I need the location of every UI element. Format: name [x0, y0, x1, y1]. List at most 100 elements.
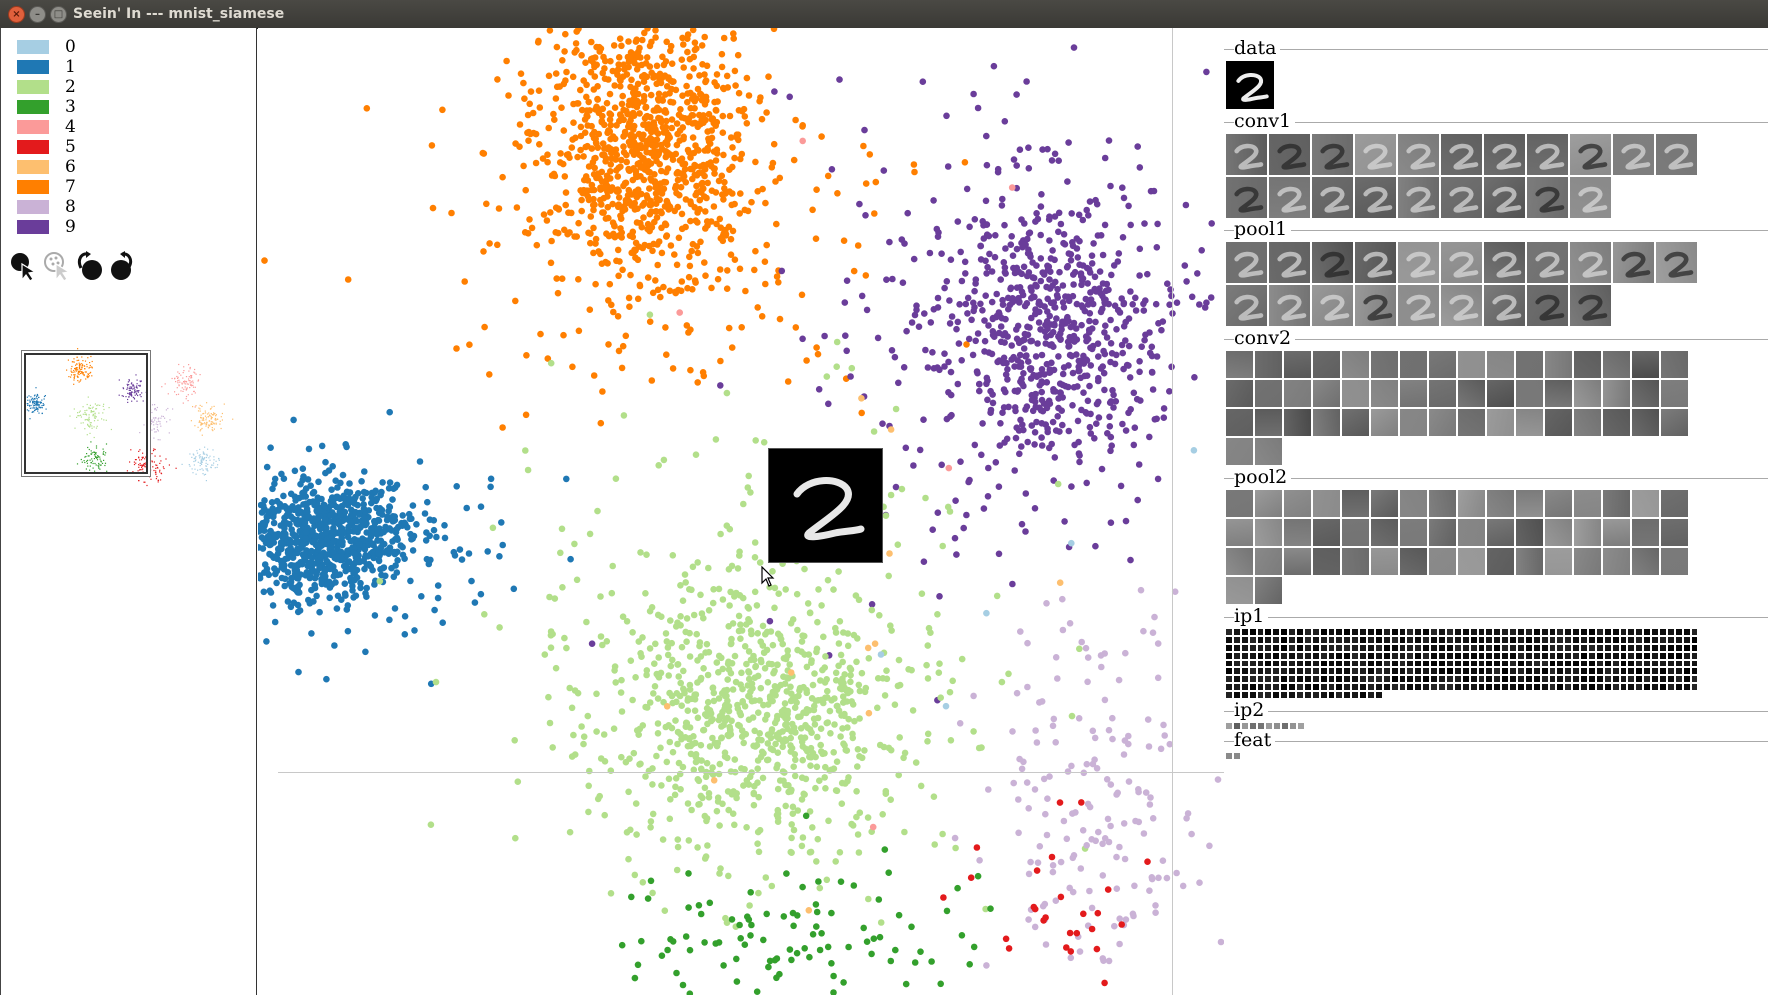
activation-tile[interactable] [1453, 667, 1462, 676]
activation-tile[interactable] [1587, 651, 1596, 660]
lasso-add-icon[interactable] [75, 250, 105, 282]
activation-tile[interactable] [1619, 659, 1628, 668]
activation-tile[interactable] [1341, 408, 1370, 437]
activation-tile[interactable] [1619, 651, 1628, 660]
layer-tiles-ip2[interactable] [1225, 722, 1305, 730]
activation-tile[interactable] [1335, 651, 1344, 660]
activation-tile[interactable] [1327, 659, 1336, 668]
activation-tile[interactable] [1573, 489, 1602, 518]
activation-tile[interactable] [1367, 643, 1375, 652]
activation-tile[interactable] [1611, 635, 1620, 644]
activation-tile[interactable] [1580, 628, 1588, 636]
select-pointer-disabled-icon[interactable] [43, 250, 73, 282]
activation-tile[interactable] [1602, 379, 1631, 408]
activation-tile[interactable] [1254, 547, 1283, 576]
activation-tile[interactable] [1690, 651, 1699, 660]
activation-tile[interactable] [1240, 683, 1249, 692]
activation-tile[interactable] [1272, 675, 1281, 684]
activation-tile[interactable] [1627, 667, 1636, 676]
activation-tile[interactable] [1399, 547, 1428, 576]
activation-tile[interactable] [1532, 628, 1541, 636]
activation-tile[interactable] [1602, 350, 1631, 379]
layer-tiles-feat[interactable] [1225, 752, 1241, 760]
activation-tile[interactable] [1595, 683, 1604, 692]
activation-tile[interactable] [1273, 722, 1281, 730]
activation-tile[interactable] [1569, 241, 1612, 284]
activation-tile[interactable] [1469, 659, 1478, 668]
activation-tile[interactable] [1283, 547, 1312, 576]
activation-tile[interactable] [1319, 635, 1328, 644]
activation-tile[interactable] [1311, 675, 1320, 684]
activation-tile[interactable] [1341, 489, 1370, 518]
activation-tile[interactable] [1319, 675, 1328, 684]
activation-tile[interactable] [1627, 635, 1636, 644]
activation-tile[interactable] [1524, 651, 1533, 660]
activation-tile[interactable] [1283, 518, 1312, 547]
activation-tile[interactable] [1351, 683, 1360, 692]
activation-tile[interactable] [1272, 643, 1281, 652]
activation-tile[interactable] [1232, 691, 1241, 700]
activation-tile[interactable] [1524, 675, 1533, 684]
activation-tile[interactable] [1225, 489, 1254, 518]
activation-tile[interactable] [1469, 628, 1478, 636]
activation-tile[interactable] [1272, 691, 1281, 700]
activation-tile[interactable] [1674, 683, 1683, 692]
activation-tile[interactable] [1556, 643, 1565, 652]
activation-tile[interactable] [1422, 628, 1431, 636]
activation-tile[interactable] [1225, 691, 1233, 700]
activation-tile[interactable] [1548, 635, 1557, 644]
activation-tile[interactable] [1445, 635, 1454, 644]
activation-tile[interactable] [1254, 379, 1283, 408]
activation-tile[interactable] [1311, 241, 1354, 284]
activation-tile[interactable] [1311, 683, 1320, 692]
activation-tile[interactable] [1225, 437, 1254, 466]
activation-tile[interactable] [1296, 659, 1304, 668]
activation-tile[interactable] [1540, 651, 1549, 660]
activation-tile[interactable] [1674, 675, 1683, 684]
activation-tile[interactable] [1690, 683, 1699, 692]
activation-tile[interactable] [1643, 683, 1652, 692]
activation-tile[interactable] [1515, 518, 1544, 547]
layer-tiles-ip1[interactable] [1225, 628, 1699, 700]
activation-tile[interactable] [1225, 675, 1233, 684]
activation-tile[interactable] [1438, 675, 1446, 684]
activation-tile[interactable] [1635, 683, 1644, 692]
activation-tile[interactable] [1370, 518, 1399, 547]
activation-tile[interactable] [1370, 408, 1399, 437]
activation-tile[interactable] [1580, 651, 1588, 660]
activation-tile[interactable] [1453, 643, 1462, 652]
activation-tile[interactable] [1351, 659, 1360, 668]
activation-tile[interactable] [1627, 683, 1636, 692]
activation-tile[interactable] [1540, 628, 1549, 636]
activation-tile[interactable] [1341, 547, 1370, 576]
activation-tile[interactable] [1666, 659, 1675, 668]
activation-tile[interactable] [1666, 675, 1675, 684]
activation-tile[interactable] [1280, 643, 1289, 652]
activation-tile[interactable] [1569, 284, 1612, 327]
activation-tile[interactable] [1477, 628, 1486, 636]
activation-tile[interactable] [1587, 675, 1596, 684]
layer-tiles-pool1[interactable] [1225, 241, 1698, 327]
activation-tile[interactable] [1280, 628, 1289, 636]
activation-tile[interactable] [1327, 691, 1336, 700]
activation-tile[interactable] [1587, 667, 1596, 676]
activation-tile[interactable] [1343, 628, 1352, 636]
activation-tile[interactable] [1399, 518, 1428, 547]
activation-tile[interactable] [1515, 547, 1544, 576]
activation-tile[interactable] [1501, 675, 1510, 684]
activation-tile[interactable] [1296, 683, 1304, 692]
activation-tile[interactable] [1374, 667, 1383, 676]
activation-tile[interactable] [1509, 628, 1517, 636]
activation-tile[interactable] [1311, 628, 1320, 636]
activation-tile[interactable] [1483, 241, 1526, 284]
activation-tile[interactable] [1422, 651, 1431, 660]
activation-tile[interactable] [1280, 651, 1289, 660]
activation-tile[interactable] [1303, 683, 1312, 692]
activation-tile[interactable] [1445, 628, 1454, 636]
activation-tile[interactable] [1603, 635, 1612, 644]
activation-tile[interactable] [1351, 635, 1360, 644]
activation-tile[interactable] [1595, 675, 1604, 684]
activation-tile[interactable] [1288, 659, 1297, 668]
activation-tile[interactable] [1493, 667, 1502, 676]
activation-tile[interactable] [1540, 675, 1549, 684]
